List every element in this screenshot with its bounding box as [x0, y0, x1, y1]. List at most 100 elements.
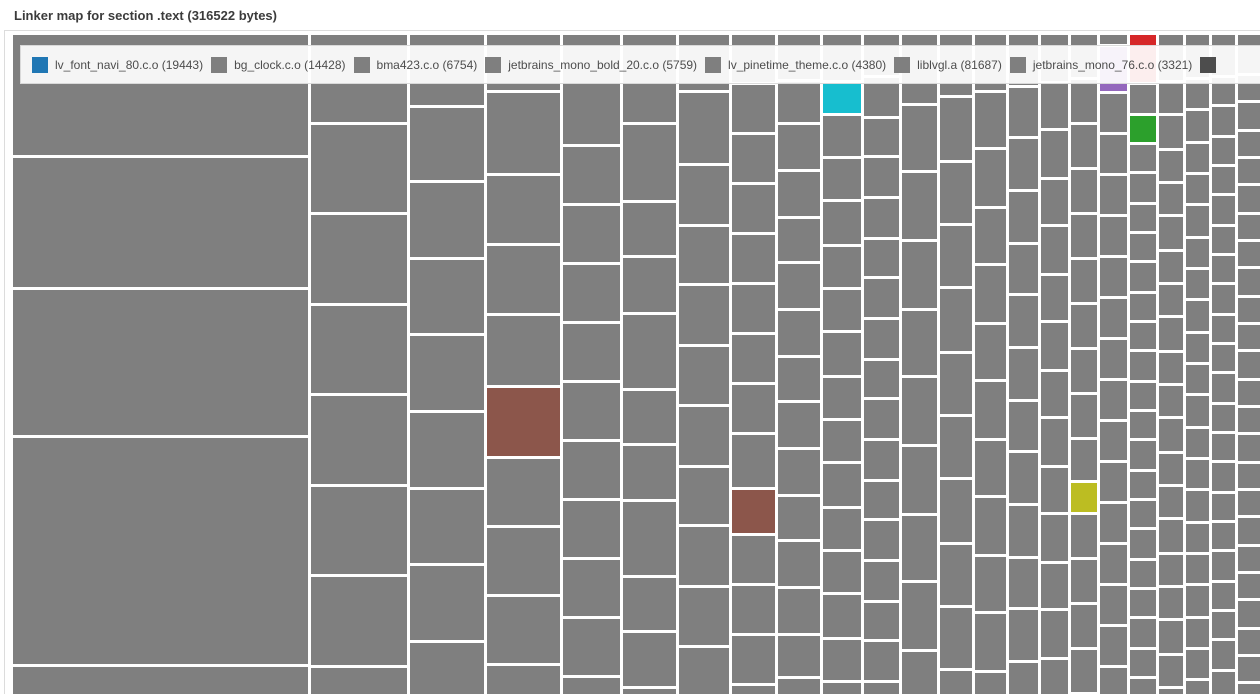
treemap-block[interactable] — [487, 316, 560, 385]
treemap-block[interactable] — [1130, 294, 1156, 320]
treemap-block[interactable] — [1212, 405, 1235, 431]
treemap-block[interactable] — [563, 442, 620, 498]
treemap-block[interactable] — [1159, 656, 1183, 686]
treemap-block[interactable] — [1186, 334, 1209, 362]
treemap-block[interactable] — [823, 509, 861, 549]
treemap-block[interactable] — [623, 203, 676, 255]
treemap-block[interactable] — [1071, 605, 1097, 647]
treemap-block[interactable] — [311, 487, 407, 574]
treemap-block[interactable] — [1130, 441, 1156, 469]
treemap-block[interactable] — [902, 447, 937, 513]
treemap-block[interactable] — [1238, 215, 1260, 239]
treemap-block[interactable] — [1041, 515, 1068, 561]
treemap-block[interactable] — [1041, 660, 1068, 694]
treemap-block[interactable] — [902, 242, 937, 308]
treemap-block[interactable] — [864, 199, 899, 237]
treemap-block[interactable] — [487, 666, 560, 694]
treemap-block[interactable] — [778, 403, 820, 447]
treemap-block[interactable] — [623, 502, 676, 575]
treemap-block[interactable] — [410, 108, 484, 180]
treemap-block[interactable] — [823, 290, 861, 330]
treemap-block[interactable] — [1212, 227, 1235, 253]
treemap-block[interactable] — [1159, 83, 1183, 113]
treemap-block[interactable] — [823, 159, 861, 199]
treemap-block[interactable] — [1071, 483, 1097, 512]
treemap-block[interactable] — [1159, 487, 1183, 517]
treemap-block[interactable] — [1009, 559, 1038, 607]
treemap-block[interactable] — [410, 336, 484, 410]
treemap-block[interactable] — [1100, 94, 1127, 132]
treemap-block[interactable] — [1041, 372, 1068, 416]
treemap-block[interactable] — [1100, 627, 1127, 665]
treemap-block[interactable] — [732, 435, 775, 487]
treemap-block[interactable] — [732, 636, 775, 683]
treemap-block[interactable] — [563, 501, 620, 557]
treemap-block[interactable] — [732, 490, 775, 533]
treemap-block[interactable] — [1238, 159, 1260, 183]
treemap-block[interactable] — [563, 560, 620, 616]
treemap-block[interactable] — [1238, 269, 1260, 295]
treemap-block[interactable] — [563, 619, 620, 675]
treemap-block[interactable] — [1071, 395, 1097, 437]
treemap-block[interactable] — [1071, 170, 1097, 212]
treemap-block[interactable] — [732, 536, 775, 583]
treemap-block[interactable] — [975, 673, 1006, 694]
treemap-block[interactable] — [975, 557, 1006, 611]
treemap-block[interactable] — [410, 490, 484, 563]
treemap-block[interactable] — [410, 183, 484, 257]
treemap-block[interactable] — [864, 603, 899, 639]
treemap-block[interactable] — [1186, 429, 1209, 457]
treemap-block[interactable] — [1130, 501, 1156, 527]
treemap-block[interactable] — [940, 480, 972, 542]
treemap-block[interactable] — [1238, 352, 1260, 378]
treemap-block[interactable] — [823, 83, 861, 113]
treemap-block[interactable] — [1100, 217, 1127, 255]
treemap-block[interactable] — [410, 566, 484, 640]
treemap-block[interactable] — [1009, 453, 1038, 503]
treemap-block[interactable] — [823, 464, 861, 506]
treemap-block[interactable] — [732, 135, 775, 182]
treemap-block[interactable] — [679, 347, 729, 404]
treemap-block[interactable] — [1186, 555, 1209, 583]
treemap-block[interactable] — [732, 686, 775, 694]
treemap-block[interactable] — [1159, 454, 1183, 484]
treemap-block[interactable] — [864, 562, 899, 600]
treemap-block[interactable] — [623, 689, 676, 694]
treemap-block[interactable] — [864, 78, 899, 116]
treemap-block[interactable] — [1009, 192, 1038, 242]
treemap-block[interactable] — [732, 335, 775, 382]
treemap-block[interactable] — [1186, 239, 1209, 267]
treemap-block[interactable] — [1009, 245, 1038, 293]
treemap-block[interactable] — [1186, 175, 1209, 203]
treemap-block[interactable] — [1212, 583, 1235, 609]
treemap-block[interactable] — [487, 176, 560, 243]
treemap-block[interactable] — [975, 441, 1006, 495]
treemap-block[interactable] — [1238, 435, 1260, 461]
treemap-block[interactable] — [1238, 132, 1260, 156]
treemap-block[interactable] — [1071, 515, 1097, 557]
treemap-block[interactable] — [1130, 234, 1156, 260]
treemap-block[interactable] — [13, 158, 308, 287]
treemap-block[interactable] — [1238, 601, 1260, 627]
treemap-block[interactable] — [1009, 349, 1038, 399]
treemap-block[interactable] — [823, 421, 861, 461]
treemap-block[interactable] — [1212, 345, 1235, 371]
treemap-block[interactable] — [1186, 270, 1209, 298]
treemap-block[interactable] — [1238, 684, 1260, 694]
treemap-block[interactable] — [487, 459, 560, 525]
treemap-block[interactable] — [1212, 641, 1235, 669]
treemap-block[interactable] — [1100, 422, 1127, 460]
treemap-block[interactable] — [1130, 85, 1156, 113]
treemap-block[interactable] — [1130, 561, 1156, 587]
treemap-block[interactable] — [679, 166, 729, 224]
treemap-block[interactable] — [1071, 80, 1097, 122]
treemap-block[interactable] — [940, 545, 972, 605]
treemap-block[interactable] — [487, 528, 560, 594]
treemap-block[interactable] — [563, 265, 620, 321]
treemap-block[interactable] — [778, 497, 820, 539]
treemap-block[interactable] — [1159, 419, 1183, 451]
treemap-block[interactable] — [1212, 78, 1235, 104]
treemap-block[interactable] — [778, 542, 820, 586]
treemap-block[interactable] — [823, 595, 861, 637]
treemap-block[interactable] — [1159, 689, 1183, 694]
